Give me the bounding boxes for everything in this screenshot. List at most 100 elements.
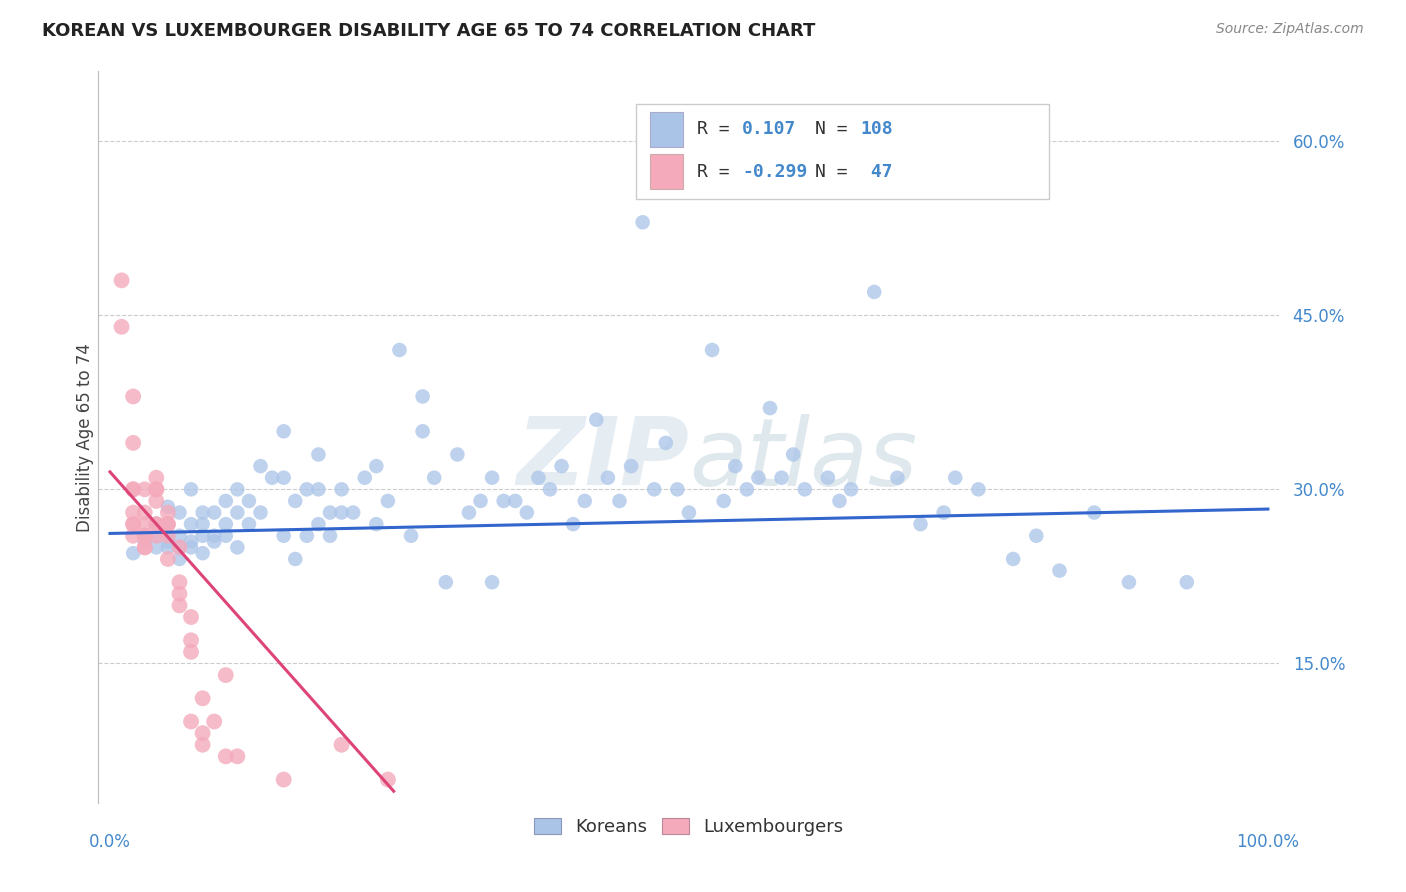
Point bbox=[169, 541, 191, 555]
Point bbox=[202, 529, 225, 543]
Point bbox=[215, 749, 238, 764]
Text: R =: R = bbox=[697, 120, 741, 138]
Point bbox=[434, 575, 457, 590]
Point bbox=[666, 483, 689, 497]
Point bbox=[388, 343, 411, 357]
Text: atlas: atlas bbox=[689, 414, 917, 505]
Point bbox=[596, 471, 619, 485]
Point bbox=[910, 517, 932, 532]
Text: 0.0%: 0.0% bbox=[89, 833, 131, 851]
Point bbox=[145, 471, 167, 485]
Point bbox=[377, 772, 399, 787]
Point bbox=[180, 645, 202, 659]
Point bbox=[134, 517, 156, 532]
Point bbox=[516, 506, 538, 520]
Point bbox=[180, 534, 202, 549]
Text: KOREAN VS LUXEMBOURGER DISABILITY AGE 65 TO 74 CORRELATION CHART: KOREAN VS LUXEMBOURGER DISABILITY AGE 65… bbox=[42, 22, 815, 40]
Point bbox=[226, 483, 249, 497]
Point bbox=[609, 494, 631, 508]
Point bbox=[1118, 575, 1140, 590]
FancyBboxPatch shape bbox=[650, 112, 683, 146]
Point bbox=[446, 448, 468, 462]
Point bbox=[180, 541, 202, 555]
Point bbox=[215, 529, 238, 543]
Point bbox=[678, 506, 700, 520]
Point bbox=[943, 471, 966, 485]
Point bbox=[215, 517, 238, 532]
Point bbox=[145, 517, 167, 532]
Point bbox=[412, 424, 434, 438]
Point bbox=[202, 506, 225, 520]
Point bbox=[122, 389, 145, 403]
Point bbox=[886, 471, 908, 485]
Point bbox=[366, 459, 388, 474]
Point bbox=[492, 494, 515, 508]
Point bbox=[145, 494, 167, 508]
Point bbox=[145, 529, 167, 543]
Point bbox=[145, 483, 167, 497]
Point bbox=[156, 529, 179, 543]
Point bbox=[156, 552, 179, 566]
Point bbox=[620, 459, 643, 474]
Point bbox=[273, 772, 295, 787]
Point bbox=[226, 749, 249, 764]
Point bbox=[169, 575, 191, 590]
Point bbox=[134, 541, 156, 555]
Point bbox=[817, 471, 839, 485]
Point bbox=[215, 494, 238, 508]
Point bbox=[169, 529, 191, 543]
Point bbox=[863, 285, 886, 299]
Point bbox=[122, 546, 145, 560]
Point bbox=[156, 534, 179, 549]
Point bbox=[202, 534, 225, 549]
Point bbox=[215, 668, 238, 682]
Point bbox=[585, 412, 607, 426]
Text: ZIP: ZIP bbox=[516, 413, 689, 505]
Point bbox=[134, 483, 156, 497]
Point bbox=[249, 459, 271, 474]
Point bbox=[470, 494, 492, 508]
Point bbox=[180, 610, 202, 624]
Point bbox=[156, 517, 179, 532]
Point bbox=[330, 738, 353, 752]
Point bbox=[191, 738, 214, 752]
Point bbox=[735, 483, 758, 497]
Point bbox=[574, 494, 596, 508]
FancyBboxPatch shape bbox=[636, 104, 1049, 200]
Point bbox=[169, 506, 191, 520]
Point bbox=[377, 494, 399, 508]
Point bbox=[191, 529, 214, 543]
Point bbox=[770, 471, 793, 485]
Point bbox=[238, 517, 260, 532]
Point bbox=[1002, 552, 1025, 566]
Point bbox=[330, 483, 353, 497]
Point bbox=[273, 471, 295, 485]
Text: 0.107: 0.107 bbox=[742, 120, 796, 138]
Point bbox=[423, 471, 446, 485]
Text: -0.299: -0.299 bbox=[742, 162, 807, 180]
Point bbox=[226, 541, 249, 555]
Point bbox=[191, 546, 214, 560]
Point bbox=[1175, 575, 1198, 590]
Point bbox=[1049, 564, 1071, 578]
Point bbox=[932, 506, 955, 520]
Point bbox=[342, 506, 364, 520]
Point bbox=[156, 541, 179, 555]
Point bbox=[273, 529, 295, 543]
Point bbox=[655, 436, 678, 450]
Point bbox=[295, 529, 318, 543]
Point bbox=[191, 517, 214, 532]
Point bbox=[202, 714, 225, 729]
Point bbox=[319, 529, 342, 543]
Point bbox=[191, 726, 214, 740]
Point bbox=[307, 517, 329, 532]
Point bbox=[180, 483, 202, 497]
Point bbox=[330, 506, 353, 520]
Y-axis label: Disability Age 65 to 74: Disability Age 65 to 74 bbox=[76, 343, 94, 532]
Point bbox=[412, 389, 434, 403]
Point bbox=[180, 633, 202, 648]
Point bbox=[145, 541, 167, 555]
Point bbox=[700, 343, 723, 357]
Point bbox=[110, 319, 132, 334]
Text: Source: ZipAtlas.com: Source: ZipAtlas.com bbox=[1216, 22, 1364, 37]
